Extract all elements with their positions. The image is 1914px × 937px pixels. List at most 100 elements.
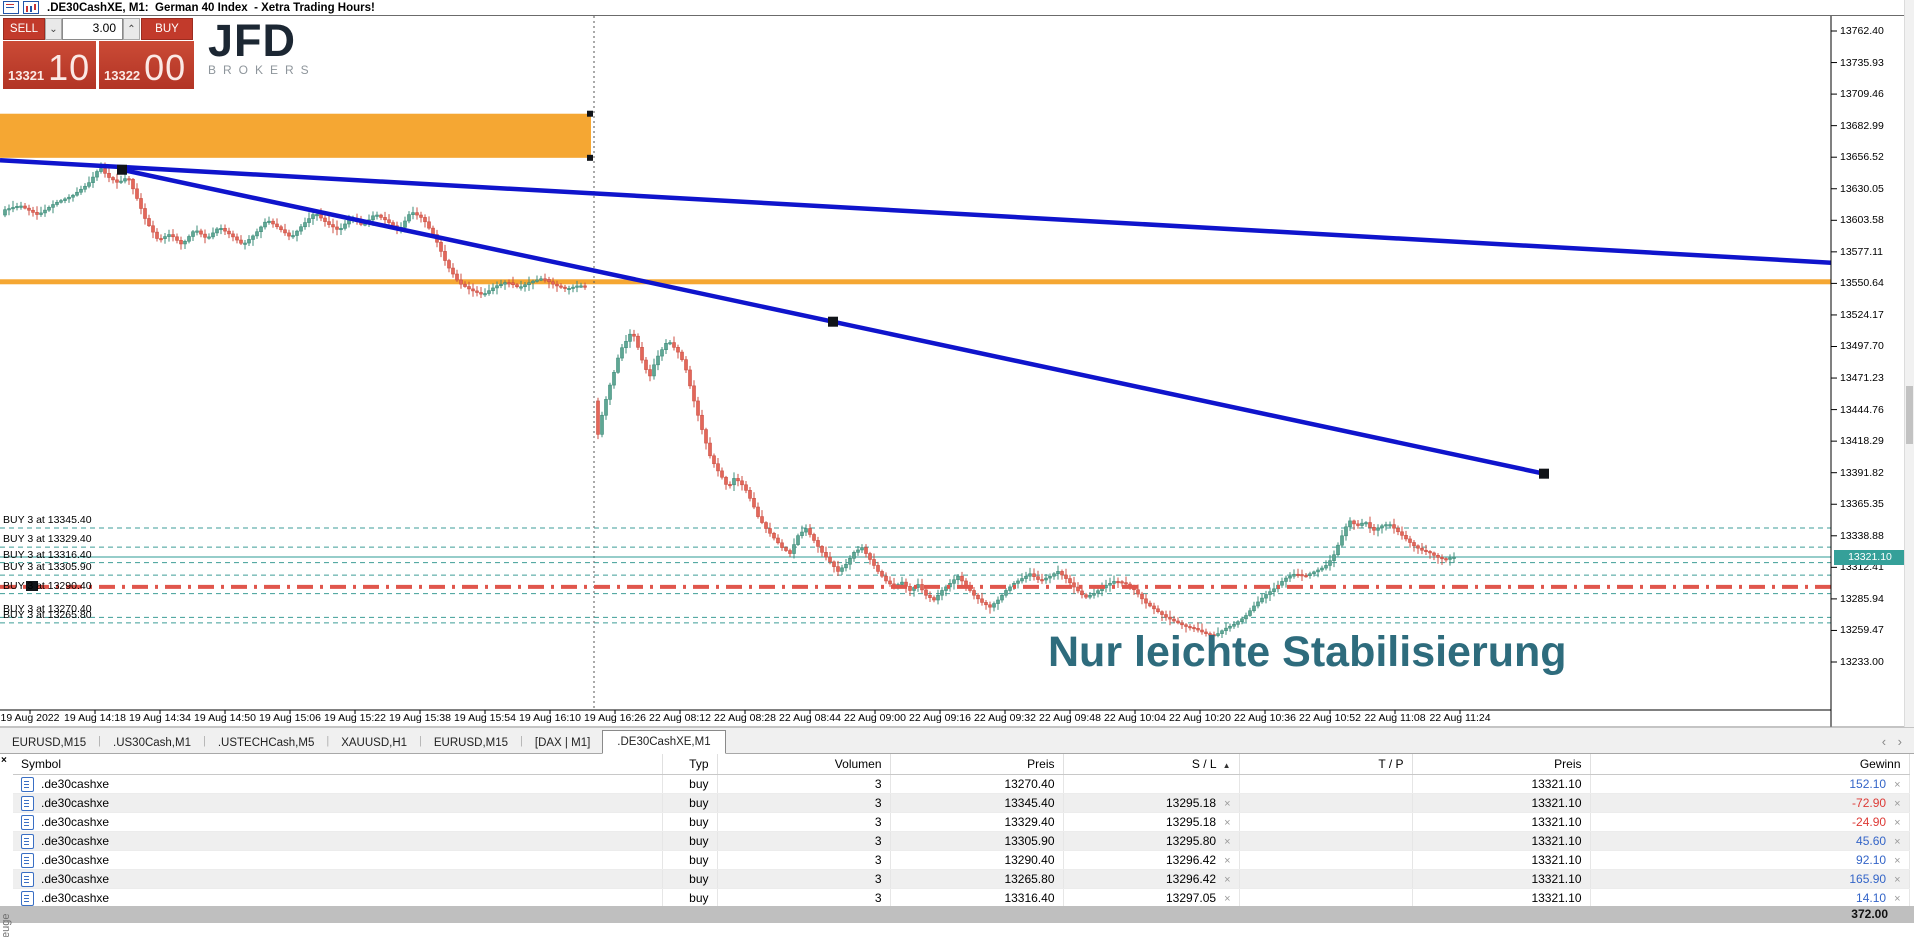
candle-body xyxy=(487,290,491,294)
column-header-preis[interactable]: Preis xyxy=(890,754,1064,775)
price-chart[interactable] xyxy=(0,0,1914,728)
position-row[interactable]: .de30cashxe buy 3 13345.40 13295.18 × 13321.10… xyxy=(13,793,1910,813)
price-axis-label: 13497.70 xyxy=(1840,340,1884,353)
candle-body xyxy=(531,280,535,284)
column-header-typ[interactable]: Typ xyxy=(662,754,718,775)
volume-input[interactable]: 3.00 xyxy=(62,18,123,40)
remove-sl-button[interactable]: × xyxy=(1224,798,1231,810)
chart-tab-eurusd-m15[interactable]: EURUSD,M15 xyxy=(433,737,509,749)
document-icon xyxy=(21,852,34,868)
chart-tab-xauusd-h1[interactable]: XAUUSD,H1 xyxy=(341,737,408,749)
candle-body xyxy=(211,232,215,238)
horizontal-level-line[interactable] xyxy=(0,279,1831,285)
column-header-gewinn[interactable]: Gewinn xyxy=(1590,754,1910,775)
candle-body xyxy=(1020,578,1024,582)
volume-increase-button[interactable]: ⌃ xyxy=(123,18,140,40)
position-row[interactable]: .de30cashxe buy 3 13270.40 13321.10 152.10 × xyxy=(13,774,1910,794)
chart-vertical-scrollbar[interactable] xyxy=(1904,0,1914,727)
candle-body xyxy=(375,214,379,217)
candle-body xyxy=(1208,633,1212,636)
zone-handle[interactable] xyxy=(587,110,593,117)
candle-body xyxy=(411,212,415,215)
remove-sl-button[interactable]: × xyxy=(1224,836,1231,848)
tab-scroll-arrows[interactable]: ‹ › xyxy=(1882,734,1914,753)
sell-price-panel[interactable]: 13321 10 xyxy=(3,41,96,89)
close-position-button[interactable]: × xyxy=(1894,893,1901,905)
candle-body xyxy=(760,516,764,523)
chart-tab--ustechcash-m5[interactable]: .USTECHCash,M5 xyxy=(217,737,315,749)
sell-button[interactable]: SELL xyxy=(3,18,45,40)
terminal-close-button[interactable]: × xyxy=(1,755,7,766)
candle-body xyxy=(816,540,820,547)
candle-body xyxy=(343,223,347,229)
zone-handle[interactable] xyxy=(587,154,593,161)
column-header-s-l[interactable]: S / L ▲ xyxy=(1063,754,1240,775)
buy-button[interactable]: BUY xyxy=(141,18,193,40)
column-header-symbol[interactable]: Symbol xyxy=(13,754,663,775)
column-header-preis[interactable]: Preis xyxy=(1412,754,1591,775)
position-row[interactable]: .de30cashxe buy 3 13316.40 13297.05 × 13321.10… xyxy=(13,888,1910,908)
time-axis-label: 19 Aug 14:50 xyxy=(194,712,256,724)
position-row[interactable]: .de30cashxe buy 3 13329.40 13295.18 × 13321.10… xyxy=(13,812,1910,832)
volume-decrease-button[interactable]: ⌄ xyxy=(45,18,62,40)
close-position-button[interactable]: × xyxy=(1894,798,1901,810)
close-position-button[interactable]: × xyxy=(1894,855,1901,867)
candle-body xyxy=(1112,581,1116,584)
position-volume-cell: 3 xyxy=(717,812,891,832)
chart-tab-eurusd-m15[interactable]: EURUSD,M15 xyxy=(12,737,87,749)
chart-tab--us30cash-m1[interactable]: .US30Cash,M1 xyxy=(113,737,191,749)
remove-sl-button[interactable]: × xyxy=(1224,874,1231,886)
candle-body xyxy=(1308,573,1312,576)
candle-body xyxy=(864,547,868,554)
position-tp-cell xyxy=(1239,812,1413,832)
trend-line-handle[interactable] xyxy=(117,164,127,175)
position-symbol-cell: .de30cashxe xyxy=(13,812,663,832)
column-header-t-p[interactable]: T / P xyxy=(1239,754,1413,775)
column-header-volumen[interactable]: Volumen xyxy=(717,754,891,775)
remove-sl-button[interactable]: × xyxy=(1224,893,1231,905)
profit-value: 165.90 xyxy=(1849,872,1887,886)
close-position-button[interactable]: × xyxy=(1894,779,1901,791)
position-row[interactable]: .de30cashxe buy 3 13290.40 13296.42 × 13321.10… xyxy=(13,850,1910,870)
candle-body xyxy=(752,498,756,508)
candle-body xyxy=(1200,629,1204,633)
scrollbar-thumb[interactable] xyxy=(1906,386,1913,444)
candle-body xyxy=(23,205,27,209)
candle-body xyxy=(535,279,539,282)
chart-tab--dax-m1-[interactable]: [DAX | M1] xyxy=(534,737,591,749)
trend-line-handle[interactable] xyxy=(1539,468,1549,479)
order-line-label: BUY 3 at 13305.90 xyxy=(3,561,92,574)
candle-body xyxy=(756,506,760,517)
candle-body xyxy=(976,594,980,600)
candle-body xyxy=(848,557,852,565)
candle-body xyxy=(239,239,243,244)
candle-body xyxy=(1344,526,1348,537)
candle-body xyxy=(620,347,624,359)
time-axis-label: 22 Aug 11:24 xyxy=(1429,712,1491,724)
trend-line-handle[interactable] xyxy=(828,316,838,327)
candle-body xyxy=(708,442,712,457)
close-position-button[interactable]: × xyxy=(1894,817,1901,829)
candle-body xyxy=(1068,578,1072,584)
position-profit-cell: -72.90 × xyxy=(1590,793,1910,813)
candle-body xyxy=(792,544,796,554)
candle-body xyxy=(103,168,107,174)
candle-body xyxy=(820,546,824,553)
candle-body xyxy=(728,484,732,487)
candle-body xyxy=(43,209,47,214)
close-position-button[interactable]: × xyxy=(1894,874,1901,886)
remove-sl-button[interactable]: × xyxy=(1224,817,1231,829)
position-row[interactable]: .de30cashxe buy 3 13305.90 13295.80 × 13321.10… xyxy=(13,831,1910,851)
position-row[interactable]: .de30cashxe buy 3 13265.80 13296.42 × 13321.10… xyxy=(13,869,1910,889)
buy-price-panel[interactable]: 13322 00 xyxy=(99,41,194,89)
remove-sl-button[interactable]: × xyxy=(1224,855,1231,867)
close-position-button[interactable]: × xyxy=(1894,836,1901,848)
candle-body xyxy=(427,221,431,229)
candle-body xyxy=(31,209,35,213)
tab-prev-icon: ‹ xyxy=(1881,734,1891,749)
supply-zone-rect[interactable] xyxy=(0,113,591,158)
candle-body xyxy=(984,602,988,606)
chart-tab--de30cashxe-m1[interactable]: .DE30CashXE,M1 xyxy=(602,730,726,754)
stop-loss-marker[interactable] xyxy=(26,581,38,591)
trend-line[interactable] xyxy=(0,157,1832,265)
